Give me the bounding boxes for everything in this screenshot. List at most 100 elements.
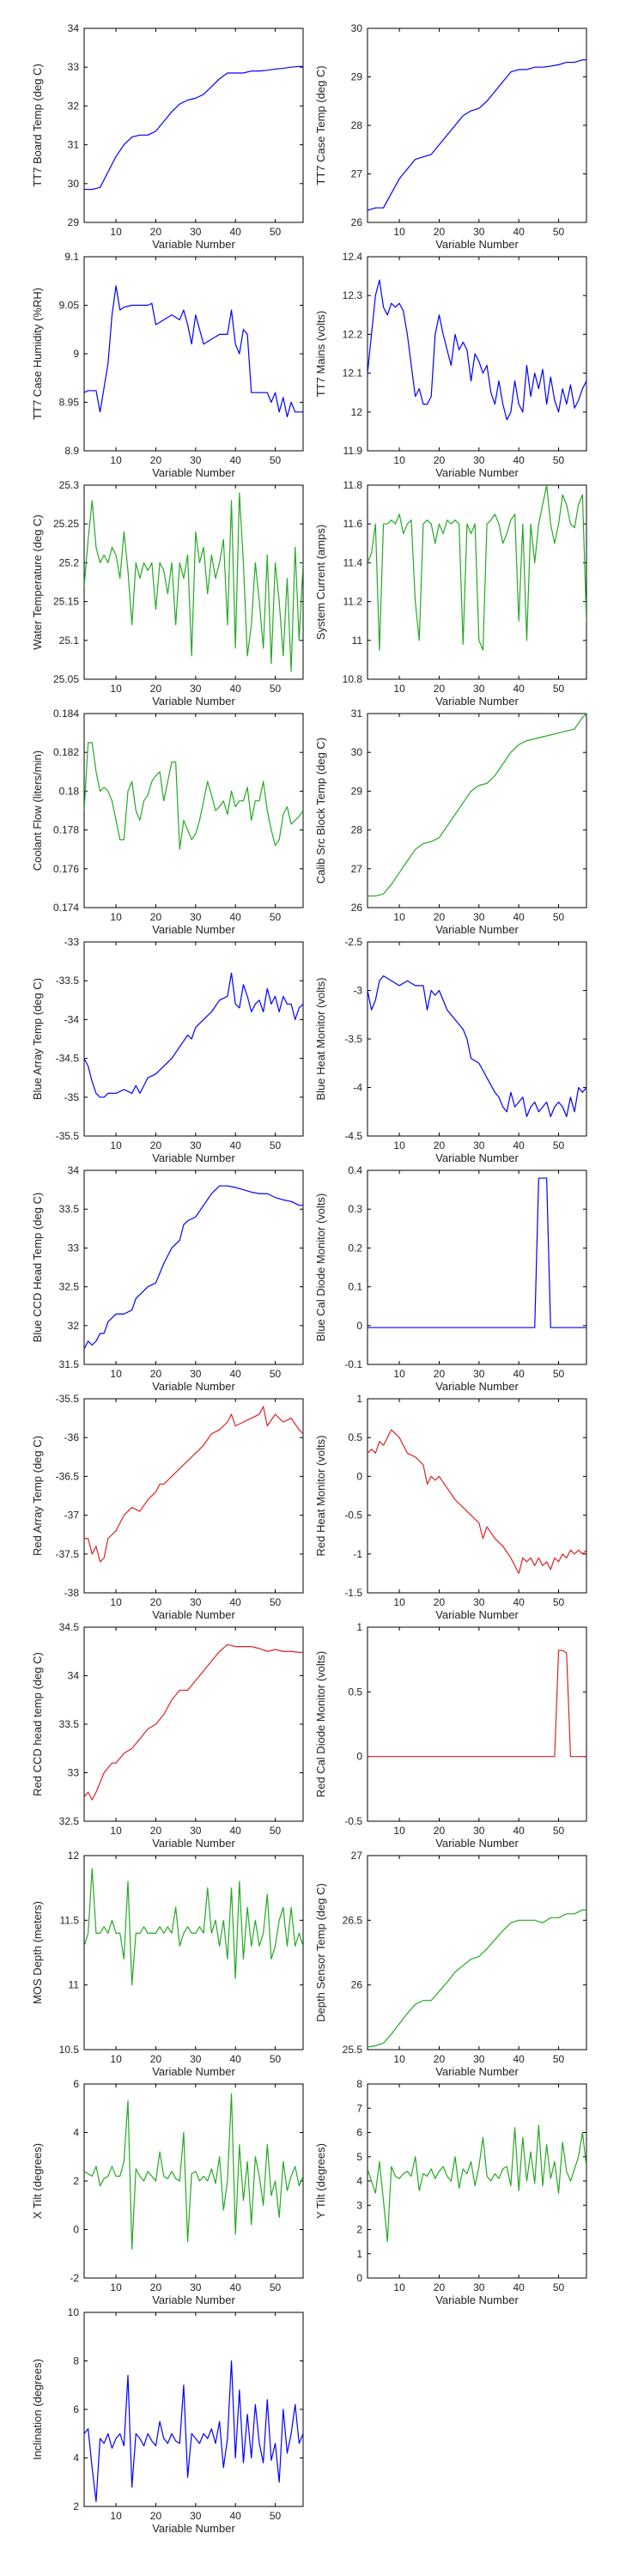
plot-frame: [367, 27, 587, 223]
y-tick-label: 25.1: [59, 635, 80, 647]
x-tick-label: 20: [150, 1596, 162, 1608]
x-tick-label: 10: [393, 454, 405, 466]
x-axis-label: Variable Number: [152, 2065, 235, 2078]
x-tick-label: 40: [230, 1596, 242, 1608]
x-tick-label: 30: [190, 2510, 202, 2522]
y-axis-label: TT7 Board Temp (deg C): [31, 64, 44, 187]
y-tick-label: -35.5: [56, 1130, 80, 1142]
y-tick-label: -33: [64, 936, 80, 948]
y-axis-label: Y Tilt (degrees): [314, 2143, 327, 2219]
x-tick-label: 10: [110, 226, 122, 238]
chart-panel-1: 10 20 30 40 50 29 30 31 32 33 34 Variable Number TT7…: [31, 22, 304, 251]
y-tick-label: -35: [64, 1091, 80, 1103]
x-axis-label: Variable Number: [435, 2065, 519, 2078]
x-tick-label: 50: [553, 1139, 565, 1151]
plot-frame: [367, 941, 587, 1137]
x-tick-label: 10: [393, 1825, 405, 1837]
chart-panel-14: 10 20 30 40 50 -1.5 -1 -0.5 0 0.5 1 Variable Number…: [314, 1393, 587, 1621]
chart-panel-21: 10 20 30 40 50 2 4 6 8 10 Variable Number Inclinati…: [31, 2306, 304, 2535]
chart-panel-20: 10 20 30 40 50 0 1 2 3 4 5 6 7 8 Variable Number Y Tilt…: [314, 2078, 587, 2306]
y-tick-label: 9: [73, 348, 79, 360]
y-tick-label: 25.15: [53, 596, 79, 608]
y-axis-label: Red Array Temp (deg C): [31, 1436, 44, 1556]
y-tick-label: 6: [73, 2403, 79, 2415]
series-line-1: [368, 1177, 586, 1328]
plot-frame: [367, 713, 587, 908]
y-axis-label: Inclination (degrees): [31, 2359, 44, 2460]
x-tick-label: 20: [150, 2510, 162, 2522]
series-line-1: [368, 279, 586, 421]
x-tick-label: 40: [513, 2281, 526, 2293]
y-tick-label: -3.5: [344, 1033, 362, 1045]
y-axis-label: Blue CCD Head Temp (deg C): [31, 1193, 44, 1343]
y-tick-label: 0.182: [53, 746, 79, 758]
y-tick-label: -4: [353, 1082, 362, 1094]
y-tick-label: 27: [351, 1850, 363, 1862]
chart-panel-8: 10 20 30 40 50 26 27 28 29 30 31 Variable Number Cal…: [314, 708, 587, 936]
x-tick-label: 20: [150, 2281, 162, 2293]
x-tick-label: 20: [434, 2281, 446, 2293]
x-tick-label: 40: [230, 911, 242, 923]
series-line-1: [368, 2124, 586, 2243]
x-axis-label: Variable Number: [435, 1837, 519, 1850]
y-tick-label: 28: [351, 119, 363, 131]
y-tick-label: 1: [356, 1621, 362, 1633]
x-tick-label: 20: [434, 226, 446, 238]
y-tick-label: -37: [64, 1510, 80, 1522]
series-line-1: [84, 972, 303, 1098]
y-tick-label: 11: [69, 1979, 80, 1991]
x-tick-label: 30: [473, 1596, 485, 1608]
x-tick-label: 30: [473, 454, 485, 466]
plot-frame: [367, 1170, 587, 1365]
x-tick-label: 40: [230, 454, 242, 466]
y-tick-label: 0.18: [59, 785, 80, 797]
y-tick-label: -0.1: [344, 1358, 362, 1370]
x-tick-label: 20: [150, 911, 162, 923]
x-tick-label: 50: [553, 1596, 565, 1608]
x-tick-label: 10: [110, 1596, 122, 1608]
chart-panel-6: 10 20 30 40 50 10.8 11 11.2 11.4 11.6 11.8 Variable…: [314, 479, 587, 708]
plot-frame: [83, 713, 304, 908]
x-tick-label: 50: [553, 226, 565, 238]
y-tick-label: 1: [356, 2248, 362, 2260]
x-axis-label: Variable Number: [152, 1380, 235, 1393]
y-axis-label: Depth Sensor Temp (deg C): [314, 1883, 327, 2022]
chart-panel-16: 10 20 30 40 50 -0.5 0 0.5 1 Variable Number Red Ca…: [314, 1621, 587, 1850]
x-tick-label: 40: [513, 1825, 526, 1837]
y-axis-label: MOS Depth (meters): [31, 1901, 44, 2004]
x-tick-label: 10: [110, 1139, 122, 1151]
x-axis-label: Variable Number: [435, 466, 519, 479]
x-tick-label: 30: [190, 911, 202, 923]
chart-panel-5: 10 20 30 40 50 25.05 25.1 25.15 25.2 25.25 25.3 Var…: [31, 479, 304, 708]
x-tick-label: 50: [270, 1368, 282, 1380]
y-tick-label: 0: [356, 2272, 362, 2284]
y-tick-label: 11.4: [343, 556, 363, 568]
y-tick-label: 3: [356, 2199, 362, 2211]
y-tick-label: 12.3: [343, 289, 363, 301]
y-tick-label: 0: [73, 2224, 79, 2236]
y-tick-label: 34: [68, 1670, 80, 1682]
chart-panel-7: 10 20 30 40 50 0.174 0.176 0.178 0.18 0.182 0.184 V…: [31, 708, 304, 936]
y-tick-label: 31: [351, 708, 363, 720]
plot-frame: [83, 1398, 304, 1594]
series-line-1: [368, 485, 586, 651]
y-tick-label: 11.2: [343, 596, 363, 608]
y-tick-label: 2: [356, 2224, 362, 2236]
x-tick-label: 50: [553, 1368, 565, 1380]
plot-frame: [367, 256, 587, 452]
y-tick-label: -4.5: [344, 1130, 362, 1142]
y-tick-label: 33: [68, 1767, 80, 1779]
series-line-1: [84, 65, 303, 191]
y-axis-label: Blue Array Temp (deg C): [31, 978, 44, 1100]
y-tick-label: 6: [73, 2078, 79, 2090]
x-tick-label: 40: [513, 911, 526, 923]
series-line-1: [84, 742, 303, 850]
x-tick-label: 30: [190, 683, 202, 695]
y-tick-label: -36: [64, 1431, 80, 1443]
y-tick-label: 12: [68, 1850, 80, 1862]
x-tick-label: 30: [473, 2281, 485, 2293]
x-tick-label: 40: [230, 226, 242, 238]
y-tick-label: 8: [73, 2355, 79, 2367]
